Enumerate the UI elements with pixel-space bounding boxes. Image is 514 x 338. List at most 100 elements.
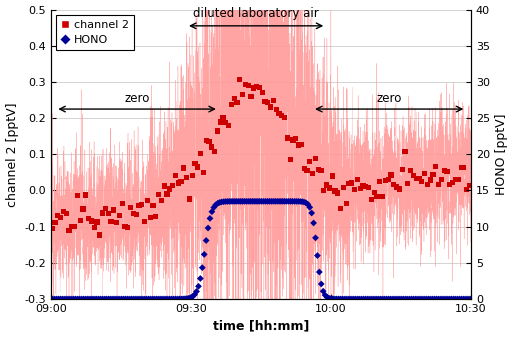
Point: [215, 200, 224, 205]
Point: [328, 173, 336, 179]
Point: [325, 185, 334, 191]
Point: [60, 296, 68, 302]
Point: [454, 177, 463, 183]
Point: [331, 188, 339, 194]
Point: [227, 101, 235, 107]
Point: [65, 228, 73, 233]
Point: [93, 219, 101, 225]
Point: [68, 224, 76, 229]
Point: [342, 296, 351, 302]
Point: [463, 296, 471, 302]
Point: [140, 219, 149, 224]
Point: [390, 296, 398, 302]
Point: [350, 296, 358, 302]
Point: [76, 218, 84, 223]
Point: [54, 296, 63, 302]
Point: [423, 296, 431, 302]
Point: [255, 85, 264, 90]
Point: [294, 199, 302, 204]
Point: [53, 213, 62, 218]
Point: [118, 201, 126, 206]
Point: [264, 100, 272, 105]
Point: [378, 194, 387, 199]
Point: [225, 123, 233, 128]
Point: [304, 201, 312, 207]
Point: [95, 296, 103, 302]
Point: [104, 296, 113, 302]
Point: [303, 168, 311, 173]
Point: [306, 159, 314, 164]
Point: [342, 201, 351, 206]
Point: [177, 179, 185, 185]
Point: [169, 183, 177, 188]
Point: [369, 296, 377, 302]
Point: [322, 183, 331, 188]
Point: [448, 296, 456, 302]
Point: [241, 199, 249, 204]
Point: [183, 296, 191, 301]
Point: [339, 185, 347, 190]
Point: [417, 296, 425, 302]
Point: [258, 90, 266, 96]
Point: [166, 296, 174, 302]
Point: [450, 296, 458, 302]
Point: [48, 226, 56, 231]
Point: [202, 238, 210, 243]
Point: [273, 199, 281, 204]
Point: [125, 296, 134, 302]
Point: [154, 296, 162, 302]
Point: [395, 186, 403, 192]
Point: [56, 296, 64, 302]
Point: [83, 296, 91, 302]
Point: [244, 82, 252, 88]
Point: [79, 207, 87, 212]
Point: [426, 177, 434, 183]
Point: [133, 296, 141, 302]
Point: [181, 296, 189, 301]
Point: [149, 296, 157, 302]
Point: [446, 296, 454, 302]
Point: [434, 296, 443, 302]
Point: [196, 276, 205, 281]
Point: [375, 296, 383, 302]
Point: [70, 224, 79, 229]
Point: [321, 292, 329, 298]
Point: [225, 199, 233, 204]
Point: [123, 296, 132, 302]
Point: [180, 165, 188, 171]
Point: [85, 296, 93, 302]
Point: [202, 138, 210, 143]
Point: [185, 196, 193, 202]
Point: [437, 177, 446, 182]
Point: [185, 295, 193, 301]
Point: [143, 198, 152, 203]
Point: [328, 296, 337, 301]
Point: [306, 204, 314, 210]
Point: [409, 172, 417, 178]
Point: [135, 296, 143, 302]
Point: [368, 197, 376, 202]
Point: [194, 284, 203, 289]
Text: zero: zero: [124, 92, 150, 105]
Point: [206, 216, 214, 221]
Point: [260, 199, 268, 204]
Point: [213, 128, 222, 134]
Point: [246, 199, 254, 204]
Point: [338, 296, 346, 302]
Point: [124, 225, 132, 230]
Point: [150, 296, 158, 302]
Point: [427, 296, 435, 302]
Point: [250, 199, 258, 204]
Point: [465, 296, 473, 302]
Point: [277, 199, 285, 204]
Point: [208, 209, 216, 214]
Point: [231, 199, 239, 204]
Point: [230, 96, 238, 101]
Point: [199, 170, 208, 176]
Point: [57, 215, 65, 220]
Point: [171, 296, 179, 302]
Point: [132, 212, 140, 217]
Point: [144, 296, 153, 302]
Point: [81, 296, 89, 302]
Point: [403, 296, 412, 302]
